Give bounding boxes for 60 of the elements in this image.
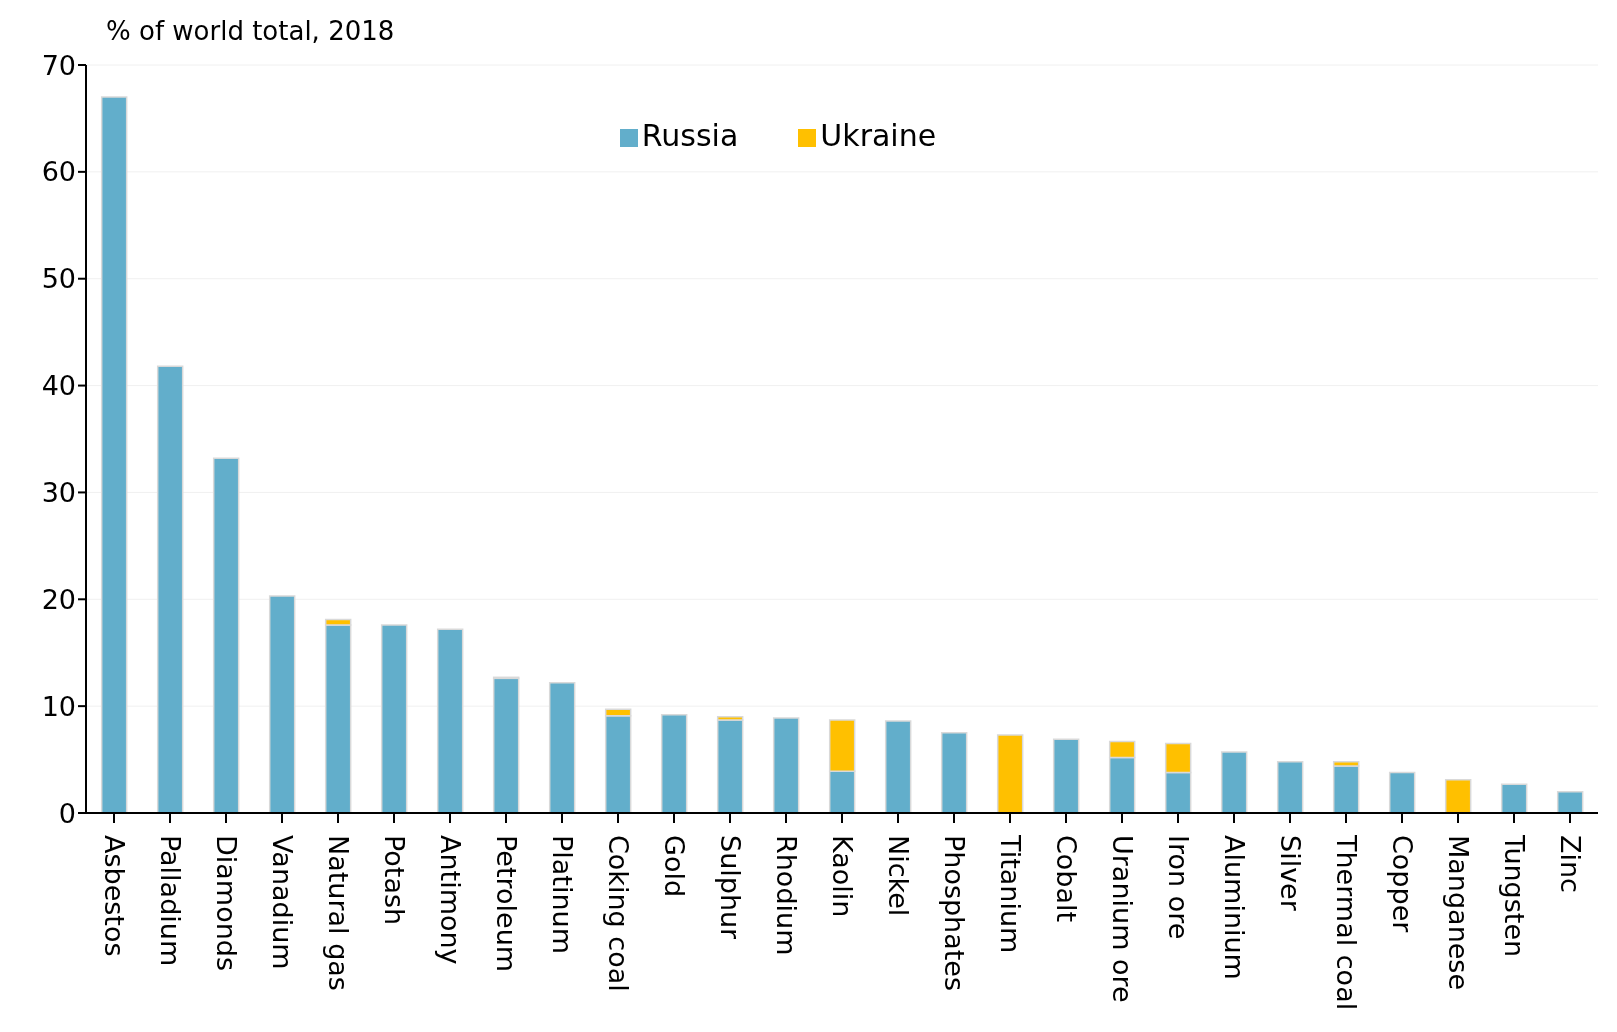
x-tick-label: Copper bbox=[1386, 835, 1418, 934]
y-tick-label: 50 bbox=[41, 263, 76, 295]
bar bbox=[1388, 771, 1416, 813]
x-tick-label: Diamonds bbox=[210, 835, 242, 971]
legend-label: Ukraine bbox=[820, 118, 937, 153]
bar bbox=[1556, 790, 1584, 813]
x-tick-label: Gold bbox=[658, 835, 690, 898]
x-tick-label: Phosphates bbox=[938, 835, 970, 992]
x-tick-label: Natural gas bbox=[322, 835, 354, 991]
x-tick-label: Platinum bbox=[546, 835, 578, 954]
bar bbox=[380, 624, 408, 813]
bar bbox=[772, 717, 800, 813]
bar bbox=[548, 681, 576, 813]
x-tick-label: Coking coal bbox=[602, 835, 634, 992]
y-axis-title: % of world total, 2018 bbox=[106, 16, 395, 46]
x-tick-label: Nickel bbox=[882, 835, 914, 917]
y-tick-label: 0 bbox=[58, 797, 76, 829]
bar bbox=[1220, 751, 1248, 813]
bar bbox=[996, 734, 1024, 813]
x-tick-label: Zinc bbox=[1554, 835, 1586, 893]
x-tick-label: Uranium ore bbox=[1106, 835, 1138, 1003]
y-tick-label: 10 bbox=[41, 690, 76, 722]
bar bbox=[156, 365, 184, 813]
x-tick-label: Asbestos bbox=[98, 835, 130, 957]
x-tick-label: Manganese bbox=[1442, 835, 1474, 991]
x-tick-label: Tungsten bbox=[1498, 834, 1530, 958]
x-tick-label: Aluminium bbox=[1218, 835, 1250, 980]
y-tick-label: 20 bbox=[41, 583, 76, 615]
bar bbox=[1444, 779, 1472, 813]
x-tick-label: Thermal coal bbox=[1330, 834, 1362, 1011]
y-tick-label: 70 bbox=[41, 49, 76, 81]
bar bbox=[492, 677, 520, 813]
bar bbox=[1052, 738, 1080, 813]
y-tick-label: 40 bbox=[41, 370, 76, 402]
bar bbox=[1276, 760, 1304, 813]
x-tick-label: Rhodium bbox=[770, 835, 802, 956]
bar bbox=[660, 713, 688, 813]
y-tick-label: 30 bbox=[41, 477, 76, 509]
bar bbox=[100, 96, 128, 813]
x-tick-label: Palladium bbox=[154, 835, 186, 967]
x-tick-label: Titanium bbox=[994, 834, 1026, 954]
x-tick-label: Petroleum bbox=[490, 835, 522, 973]
x-tick-label: Antimony bbox=[434, 835, 466, 965]
x-tick-label: Sulphur bbox=[714, 835, 746, 941]
bar bbox=[940, 732, 968, 813]
x-tick-label: Kaolin bbox=[826, 835, 858, 918]
x-tick-label: Cobalt bbox=[1050, 835, 1082, 923]
legend-label: Russia bbox=[641, 118, 739, 153]
bar bbox=[716, 719, 744, 813]
bar bbox=[212, 457, 240, 813]
x-tick-label: Iron ore bbox=[1162, 835, 1194, 940]
bar bbox=[1332, 765, 1360, 813]
bar bbox=[436, 628, 464, 813]
bar bbox=[884, 720, 912, 813]
x-tick-label: Silver bbox=[1274, 835, 1306, 912]
bar bbox=[268, 595, 296, 813]
bar bbox=[1500, 783, 1528, 813]
y-tick-label: 60 bbox=[41, 156, 76, 188]
x-tick-label: Vanadium bbox=[266, 835, 298, 970]
x-tick-label: Potash bbox=[378, 835, 410, 926]
